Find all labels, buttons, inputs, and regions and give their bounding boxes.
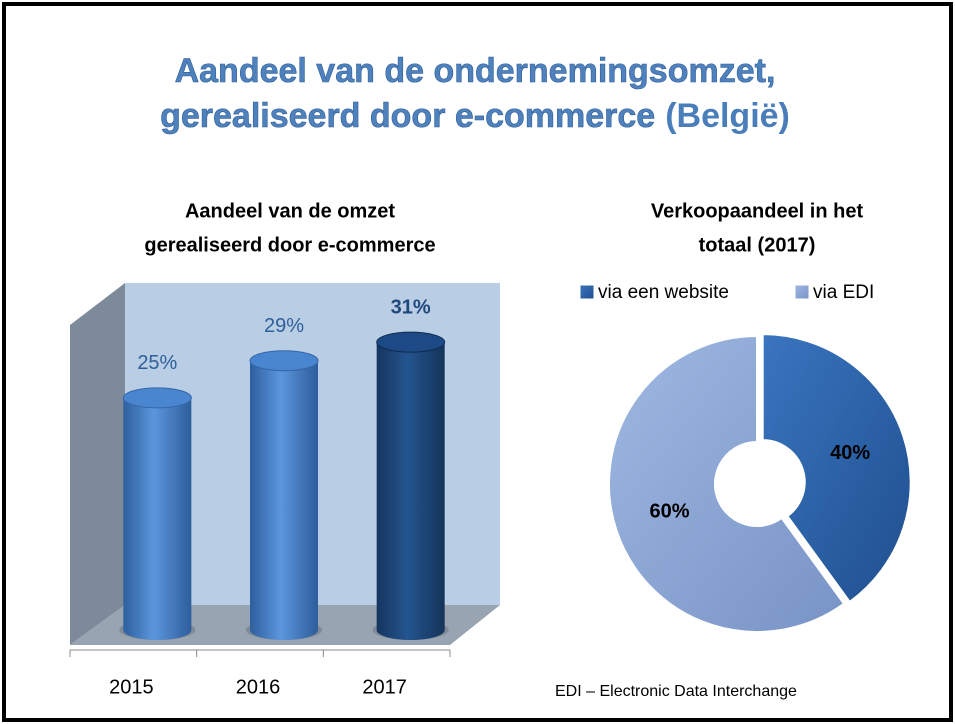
value-label: 31% <box>391 296 431 318</box>
value-label: 25% <box>137 352 177 374</box>
x-tick-label: 2015 <box>109 676 154 698</box>
value-label: 40% <box>830 442 870 464</box>
cylinder-bar <box>246 350 322 640</box>
cylinder-bar <box>119 387 196 640</box>
value-label: 60% <box>649 501 689 523</box>
chart-title: Verkoopaandeel in het <box>651 200 864 222</box>
slide-title-part: gerealiseerd door e-commerce <box>160 97 655 135</box>
cylinder-top <box>122 387 192 409</box>
slide-title-line: Aandeel van de ondernemingsomzet, <box>175 52 776 90</box>
legend-swatch <box>794 284 810 300</box>
cylinder-bar <box>372 331 449 640</box>
chart-title: Aandeel van de omzet <box>185 200 395 222</box>
slide-title-line: gerealiseerd door e-commerce (België) <box>160 97 790 135</box>
cylinder-body <box>250 360 318 640</box>
x-tick-label: 2016 <box>236 676 281 698</box>
donut-slice <box>608 334 846 633</box>
donut-slice <box>761 333 912 604</box>
legend-label: via een website <box>598 282 729 303</box>
value-label: 29% <box>264 315 304 337</box>
cylinder-top <box>249 350 319 372</box>
cylinder-top <box>376 331 446 353</box>
legend-label: via EDI <box>813 282 874 303</box>
slide-title-suffix: (België) <box>665 97 790 135</box>
chart-title: totaal (2017) <box>699 234 816 256</box>
cylinder-body <box>376 342 445 640</box>
footnote: EDI – Electronic Data Interchange <box>555 683 797 700</box>
side-wall <box>70 283 125 645</box>
cylinder-body <box>123 397 192 640</box>
chart-title: gerealiseerd door e-commerce <box>144 234 435 256</box>
x-tick-label: 2017 <box>362 676 407 698</box>
legend-swatch <box>579 284 595 300</box>
